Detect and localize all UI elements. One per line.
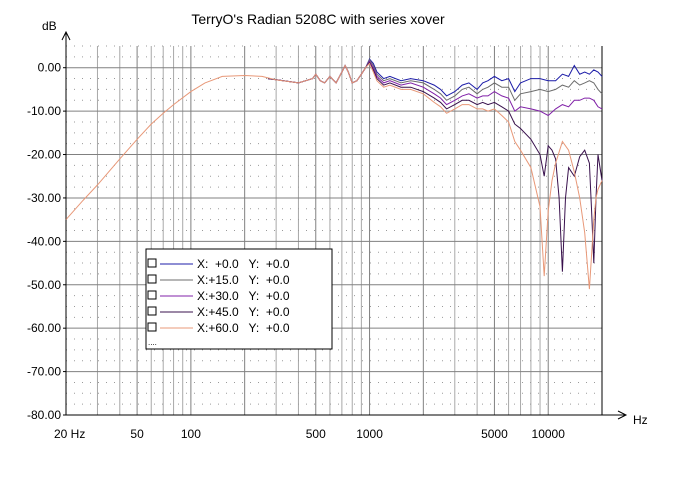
legend-items: X: +0.0 Y: +0.0 X:+15.0 Y: +0.0 X:+30.0 Y:…: [147, 257, 290, 335]
legend-label: X: +0.0 Y: +0.0: [197, 257, 290, 271]
series-line-5: [65, 62, 603, 290]
y-tick-label: -80.00: [27, 408, 61, 422]
x-tick-label: 20 Hz: [54, 427, 85, 441]
legend-box: [145, 248, 333, 350]
y-tick-label: -20.00: [27, 148, 61, 162]
y-tick-label: -30.00: [27, 191, 61, 205]
x-tick-label: 100: [181, 427, 201, 441]
y-axis-label: dB: [42, 19, 57, 33]
plot-grid: [65, 45, 603, 416]
y-tick-label: -50.00: [27, 278, 61, 292]
x-tick-label: 10000: [532, 427, 566, 441]
legend-label: X:+60.0 Y: +0.0: [197, 321, 290, 335]
x-axis-label: Hz: [633, 413, 648, 427]
legend-label: X:+30.0 Y: +0.0: [197, 289, 290, 303]
series-lines: [65, 58, 603, 290]
x-tick-label: 5000: [481, 427, 508, 441]
y-tick-label: -60.00: [27, 321, 61, 335]
legend-checkbox[interactable]: [147, 258, 157, 268]
y-axis-arrow: [61, 30, 71, 41]
y-tick-label: 0.00: [38, 61, 62, 75]
x-tick-label: 50: [130, 427, 144, 441]
legend-checkbox[interactable]: [147, 274, 157, 284]
y-tick-label: -40.00: [27, 234, 61, 248]
chart-title: TerryO's Radian 5208C with series xover: [191, 11, 445, 27]
legend-checkbox[interactable]: [147, 306, 157, 316]
y-tick-label: -10.00: [27, 104, 61, 118]
x-tick-label: 1000: [356, 427, 383, 441]
y-tick-labels: 0.00 -10.00 -20.00 -30.00 -40.00 -50.00 -60.00…: [27, 61, 66, 422]
legend-label: X:+45.0 Y: +0.0: [197, 305, 290, 319]
y-tick-label: -70.00: [27, 365, 61, 379]
x-tick-label: 500: [306, 427, 326, 441]
legend-checkbox[interactable]: [147, 322, 157, 332]
legend-checkbox[interactable]: [147, 290, 157, 300]
legend[interactable]: X: +0.0 Y: +0.0 X:+15.0 Y: +0.0 X:+30.0 Y:…: [145, 248, 333, 350]
plot-axes: [61, 30, 628, 420]
x-tick-labels: 20 Hz 50 100 500 1000 5000 10000: [54, 427, 565, 441]
legend-more: ....: [148, 338, 157, 347]
x-axis-arrow: [617, 410, 628, 420]
legend-label: X:+15.0 Y: +0.0: [197, 273, 290, 287]
